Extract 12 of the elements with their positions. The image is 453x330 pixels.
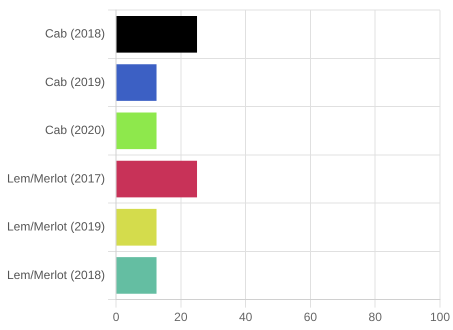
y-tick-label: Cab (2019) — [44, 74, 106, 89]
y-tick-label: Lem/Merlot (2018) — [6, 268, 106, 282]
x-tick-label: 20 — [174, 310, 188, 324]
y-tick-label: Cab (2020) — [44, 123, 106, 138]
x-tick-label: 80 — [368, 310, 382, 324]
y-tick-label: Cab (2018) — [44, 26, 106, 41]
x-tick-label: 60 — [304, 310, 318, 324]
y-tick-label: Lem/Merlot (2017) — [6, 171, 106, 186]
x-tick-label: 40 — [238, 310, 253, 324]
y-tick-label: Lem/Merlot (2019) — [6, 220, 106, 234]
x-tick-label: 0 — [112, 310, 120, 324]
x-tick-label: 100 — [430, 310, 450, 324]
